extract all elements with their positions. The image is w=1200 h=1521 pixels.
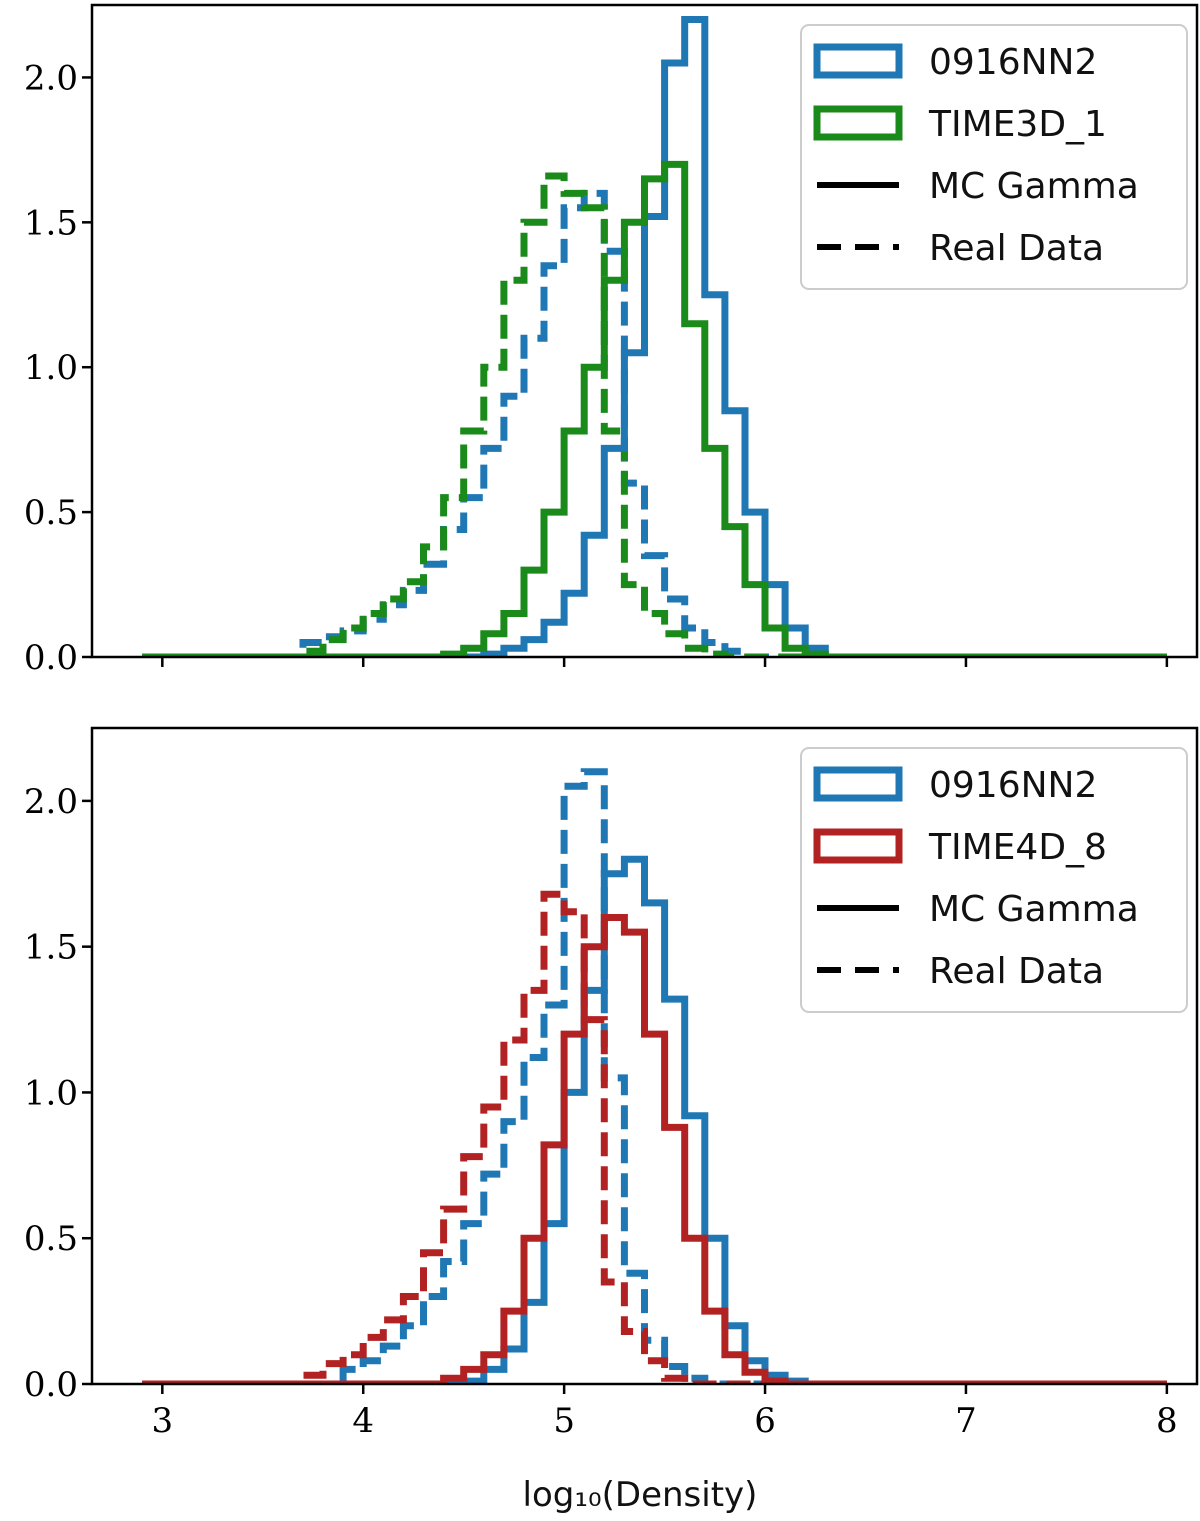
y-tick-label: 0.5	[24, 1219, 78, 1259]
legend-label: TIME3D_1	[928, 104, 1107, 145]
series-time4d-8-mc-gamma	[142, 914, 1167, 1384]
series-0916nn2-mc-gamma	[142, 16, 1167, 657]
legend-label: 0916NN2	[929, 765, 1097, 806]
x-tick-label: 7	[955, 1401, 977, 1441]
x-tick-label: 8	[1156, 1401, 1178, 1441]
y-tick-label: 1.5	[24, 203, 78, 243]
legend: 0916NN2 TIME4D_8 MC Gamma Real Data	[800, 747, 1188, 1013]
y-tick-label: 2.0	[24, 58, 78, 98]
legend-swatch	[813, 828, 903, 864]
legend-label: TIME4D_8	[928, 827, 1107, 868]
x-tick-label: 4	[352, 1401, 374, 1441]
y-tick-label: 0.5	[24, 493, 78, 533]
legend-box	[800, 24, 1188, 290]
legend-label: MC Gamma	[929, 166, 1139, 207]
legend: 0916NN2 TIME3D_1 MC Gamma Real Data	[800, 24, 1188, 290]
y-tick-label: 0.0	[24, 638, 78, 678]
legend-label: Real Data	[929, 228, 1104, 269]
y-tick-label: 1.0	[24, 1073, 78, 1113]
legend-box	[800, 747, 1188, 1013]
series-group	[142, 16, 1167, 657]
legend-swatch	[813, 766, 903, 802]
legend-label: 0916NN2	[929, 42, 1097, 83]
y-tick-label: 0.0	[24, 1365, 78, 1405]
axes-frame	[90, 726, 1199, 1386]
legend-swatch	[813, 43, 903, 79]
series-time4d-8-real-data	[142, 890, 1167, 1384]
y-tick-label: 2.0	[24, 782, 78, 822]
axes-frame	[90, 3, 1199, 659]
series-0916nn2-mc-gamma	[142, 855, 1167, 1384]
x-tick-label: 3	[151, 1401, 173, 1441]
x-tick-label: 6	[754, 1401, 776, 1441]
x-axis-label: log₁₀(Density)	[523, 1475, 758, 1515]
legend-label: Real Data	[929, 951, 1104, 992]
y-tick-label: 1.5	[24, 928, 78, 968]
series-time3d-1-real-data	[142, 172, 1167, 657]
series-group	[142, 768, 1167, 1384]
top-panel: 0.0 0.5 1.0 1.5 2.0 0916NN2 TIME3D_1 MC Gamma Re…	[24, 3, 1199, 678]
legend-label: MC Gamma	[929, 889, 1139, 930]
y-tick-label: 1.0	[24, 348, 78, 388]
bottom-panel: 0.0 0.5 1.0 1.5 2.0 3 4 5 6 7 8 0916NN2 TIME4D_8 MC G…	[24, 726, 1199, 1441]
series-0916nn2-real-data	[142, 768, 1167, 1384]
x-tick-label: 5	[553, 1401, 575, 1441]
legend-swatch	[813, 105, 903, 141]
series-time3d-1-mc-gamma	[142, 160, 1167, 657]
